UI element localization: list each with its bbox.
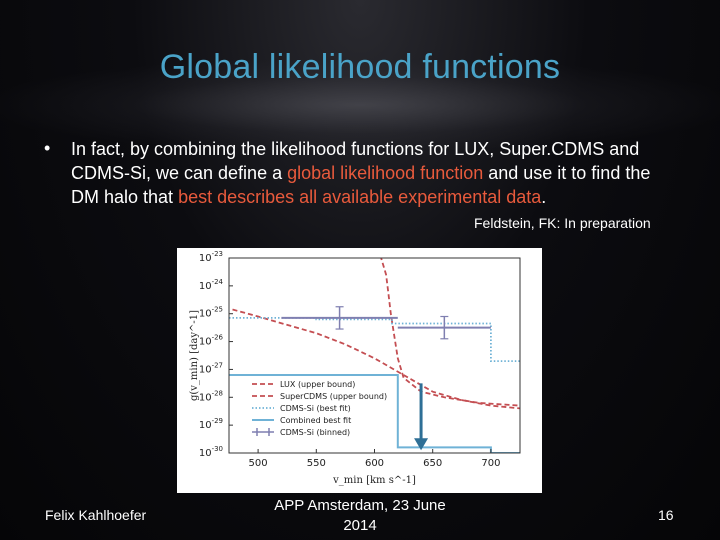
binned-point-0 (281, 306, 398, 330)
series-line-1 (380, 258, 520, 407)
bullet-text: In fact, by combining the likelihood fun… (71, 137, 671, 209)
legend-label-2: CDMS-Si (best fit) (280, 404, 351, 413)
y-tick-label-4: 10-27 (199, 361, 223, 375)
x-axis-label: v_min [km s^-1] (332, 475, 416, 486)
bullet-part-2: and use it to find the DM halo that (71, 163, 651, 207)
y-tick-label-5: 10-28 (199, 389, 223, 403)
legend-label-1: SuperCDMS (upper bound) (280, 392, 387, 401)
likelihood-chart: 500 550 600 650 700 10-23 10-24 10-25 10-26 10-27… (177, 248, 542, 493)
legend-item-1: SuperCDMS (upper bound) (252, 392, 387, 401)
series-line-3 (229, 374, 520, 453)
bullet-highlight-1: global likelihood function (287, 163, 484, 183)
legend-item-2: CDMS-Si (best fit) (252, 404, 351, 413)
slide-title: Global likelihood functions (159, 48, 561, 86)
footer-event: APP Amsterdam, 23 June 2014 (274, 497, 446, 534)
y-tick-label-0: 10-23 (199, 250, 223, 264)
binned-points (281, 306, 491, 340)
arrow-head (414, 438, 429, 451)
y-tick-label-1: 10-24 (199, 278, 224, 292)
series-line-0 (232, 308, 520, 410)
bullet-highlight-2: best describes all available experimenta… (178, 187, 542, 207)
footer-page-number: 16 (658, 507, 674, 523)
binned-point-1 (397, 315, 491, 340)
legend-label-3: Combined best fit (280, 416, 351, 425)
legend-item-4: CDMS-Si (binned) (252, 428, 350, 437)
y-tick-label-6: 10-29 (199, 417, 223, 431)
nebula-background (0, 60, 720, 150)
x-tick-label-3: 650 (423, 458, 442, 469)
x-tick-label-1: 550 (307, 458, 326, 469)
legend-label-4: CDMS-Si (binned) (280, 428, 350, 437)
x-tick-label-0: 500 (249, 458, 268, 469)
y-tick-label-7: 10-30 (199, 445, 223, 459)
x-tick-label-2: 600 (365, 458, 384, 469)
bullet-part-3: . (541, 187, 547, 207)
legend-item-3: Combined best fit (252, 416, 351, 425)
series-line-2 (229, 317, 520, 362)
footer-author: Felix Kahlhoefer (45, 507, 147, 523)
chart-svg: 500 550 600 650 700 10-23 10-24 10-25 10-26 10-27… (189, 250, 521, 486)
legend: LUX (upper bound) SuperCDMS (upper bound)… (252, 380, 387, 437)
bullet-marker: • (44, 138, 51, 158)
x-tick-label-4: 700 (481, 458, 500, 469)
citation: Feldstein, FK: In preparation (474, 215, 651, 231)
axes: 500 550 600 650 700 10-23 10-24 10-25 10-26 10-27… (189, 250, 521, 486)
legend-label-0: LUX (upper bound) (280, 380, 355, 389)
bullet-part-1: In fact, by combining the likelihood fun… (71, 139, 640, 183)
plot-frame (228, 257, 521, 454)
legend-item-0: LUX (upper bound) (252, 380, 355, 389)
y-tick-label-3: 10-26 (199, 334, 224, 348)
y-axis-label: g(v_min) [day^-1] (189, 310, 200, 401)
y-tick-label-2: 10-25 (199, 306, 223, 320)
series-lines (229, 258, 520, 453)
best-fit-arrow (414, 383, 429, 451)
